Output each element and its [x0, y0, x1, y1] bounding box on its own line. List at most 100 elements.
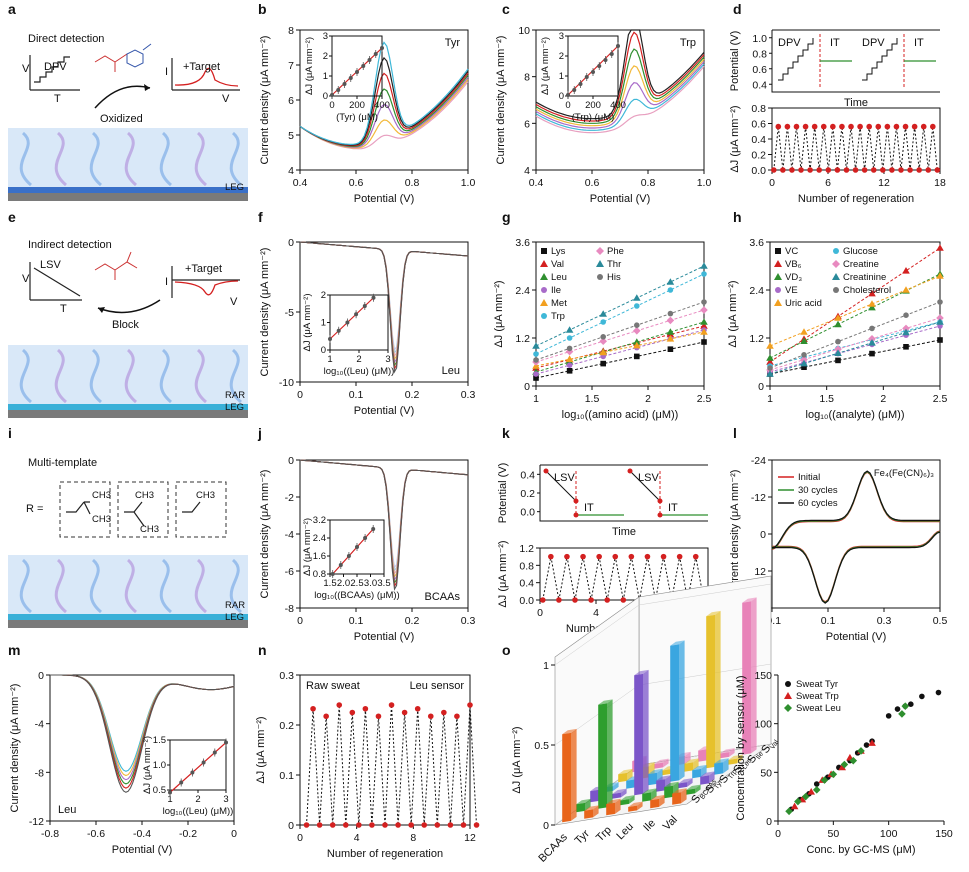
- regeneration-point: [349, 709, 356, 716]
- y-axis-label: Current density (μA mm⁻²): [729, 470, 741, 599]
- inset-point: [190, 770, 195, 775]
- regeneration-point: [857, 123, 863, 130]
- y-axis-label: ΔJ (μA mm⁻²): [255, 716, 267, 783]
- regeneration-point: [620, 597, 627, 603]
- y-axis-label: ΔJ (μA mm⁻²): [497, 540, 509, 607]
- block-label: Block: [112, 319, 139, 331]
- regeneration-point: [861, 167, 868, 173]
- calibration-point: [835, 357, 841, 364]
- y-tick-label: 0: [766, 816, 772, 828]
- inset-point: [201, 760, 206, 765]
- y-tick-label: 0.8: [519, 560, 534, 572]
- y-tick-label: -4: [35, 719, 44, 731]
- inset-x-tick-label: 2.0: [337, 578, 350, 589]
- x-tick-label: 50: [827, 828, 839, 840]
- calibration-point: [633, 338, 641, 345]
- regeneration-point: [316, 822, 323, 828]
- x-tick-label: 1.0: [461, 177, 476, 189]
- inset-point: [342, 82, 347, 86]
- bar-top: [648, 768, 663, 775]
- amino-acid-structure: [94, 251, 138, 280]
- fit-line: [535, 341, 705, 379]
- inset-point: [371, 295, 376, 300]
- correlation-point: [908, 701, 914, 707]
- regeneration-point: [839, 123, 845, 130]
- polymer-chain: [194, 131, 208, 187]
- calibration-point: [800, 359, 808, 367]
- regeneration-point: [930, 123, 936, 130]
- leg-substrate: [8, 193, 248, 201]
- waveform-y-label: Potential (V): [729, 31, 741, 92]
- legend-marker: [540, 260, 548, 267]
- regeneration-point: [434, 822, 441, 828]
- panel-letter-n: n: [258, 642, 267, 658]
- regeneration-point: [388, 702, 395, 708]
- legend-entry: VE: [785, 285, 798, 296]
- calibration-point: [903, 312, 909, 319]
- bar-side: [629, 795, 635, 804]
- bar-top: [700, 771, 715, 777]
- regeneration-point: [875, 123, 882, 130]
- oxidized-label: Oxidized: [100, 113, 143, 125]
- bar-front: [662, 769, 671, 776]
- arrow-head: [98, 307, 105, 313]
- inset-y-tick-label: 1: [559, 71, 564, 82]
- fit-line: [535, 331, 705, 367]
- bar-side: [681, 788, 687, 804]
- waveform-y-tick-label: 0.4: [520, 469, 535, 481]
- calibration-point: [700, 322, 708, 329]
- inset-x-label: log₁₀((BCAAs) (μM)): [314, 590, 399, 601]
- bar-side: [715, 610, 721, 767]
- calibration-point: [599, 337, 607, 345]
- regeneration-point: [329, 822, 336, 828]
- bar-top: [654, 758, 669, 764]
- correlation-point: [868, 739, 876, 746]
- bar-front: [700, 775, 709, 785]
- lsv-label: LSV: [40, 259, 61, 271]
- bar-front: [584, 809, 593, 819]
- y-tick-label: 1.2: [515, 333, 530, 345]
- y-tick-label: 0: [758, 381, 764, 393]
- y-axis-label: Current density (μA mm⁻²): [259, 470, 271, 599]
- analyte-category-label: Val: [661, 814, 680, 833]
- correlation-point: [820, 776, 829, 784]
- waveform-x-label: Time: [844, 97, 868, 109]
- plot-frame: [771, 107, 941, 171]
- bar-side: [637, 801, 643, 811]
- x-tick-label: 1.5: [819, 393, 834, 405]
- inset-x-tick-label: 200: [585, 100, 601, 111]
- regeneration-trace: [306, 704, 477, 826]
- y-axis-label: ΔJ (μA mm⁻²): [729, 105, 741, 172]
- bar-front: [618, 772, 627, 783]
- calibration-point: [700, 306, 708, 314]
- waveform-marker: [657, 498, 663, 504]
- bar-side: [687, 778, 693, 787]
- waveform-marker: [627, 468, 633, 474]
- regeneration-point: [898, 167, 904, 173]
- y-tick-label: 2.4: [749, 285, 764, 297]
- legend-entry: Creatinine: [843, 272, 886, 283]
- legend-marker: [775, 248, 781, 254]
- y-tick-label: 1.2: [749, 333, 764, 345]
- calibration-point: [566, 368, 573, 374]
- calibration-point: [902, 267, 910, 274]
- y-tick-label: 0.0: [519, 595, 534, 607]
- x-tick-label: 0: [297, 615, 303, 627]
- calibration-point: [700, 262, 708, 269]
- bar-front: [684, 762, 693, 772]
- bar-top: [634, 669, 649, 676]
- fit-line: [769, 339, 941, 375]
- x-tick-label: 2: [880, 393, 886, 405]
- waveform-y-tick-label: 0.8: [752, 48, 767, 60]
- regeneration-point: [441, 709, 447, 716]
- calibration-point: [869, 350, 875, 357]
- inset-point: [572, 88, 577, 92]
- rar-label: RAR: [225, 600, 245, 611]
- x-tick-label: 0: [231, 828, 237, 840]
- inset-point: [336, 88, 341, 92]
- legend-entry: Leu: [551, 272, 567, 283]
- waveform-marker: [573, 498, 579, 504]
- regeneration-point: [572, 597, 578, 603]
- cv-annotation: Fe₄(Fe(CN)₆)₃: [874, 468, 934, 479]
